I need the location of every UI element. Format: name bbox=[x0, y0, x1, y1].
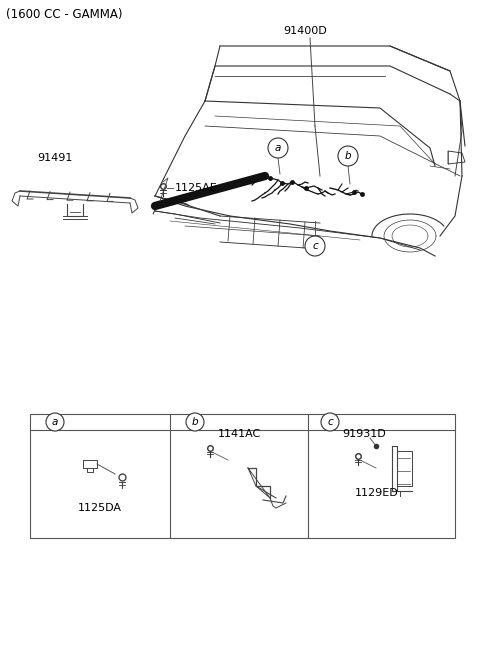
Text: c: c bbox=[327, 417, 333, 427]
Text: 1125AE: 1125AE bbox=[175, 183, 218, 193]
Text: (1600 CC - GAMMA): (1600 CC - GAMMA) bbox=[6, 8, 122, 21]
Text: 91400D: 91400D bbox=[283, 26, 327, 36]
Bar bbox=[30, 414, 455, 538]
Circle shape bbox=[268, 138, 288, 158]
Text: 91931D: 91931D bbox=[342, 429, 386, 439]
Text: c: c bbox=[312, 241, 318, 251]
Circle shape bbox=[186, 413, 204, 431]
Text: 91491: 91491 bbox=[37, 153, 72, 163]
Text: a: a bbox=[52, 417, 58, 427]
Text: b: b bbox=[345, 151, 351, 161]
Circle shape bbox=[46, 413, 64, 431]
Text: a: a bbox=[275, 143, 281, 153]
Text: 1129ED: 1129ED bbox=[355, 488, 399, 498]
Circle shape bbox=[321, 413, 339, 431]
Text: b: b bbox=[192, 417, 198, 427]
Circle shape bbox=[338, 146, 358, 166]
Circle shape bbox=[305, 236, 325, 256]
Text: 1125DA: 1125DA bbox=[78, 503, 122, 513]
Text: 1141AC: 1141AC bbox=[218, 429, 261, 439]
